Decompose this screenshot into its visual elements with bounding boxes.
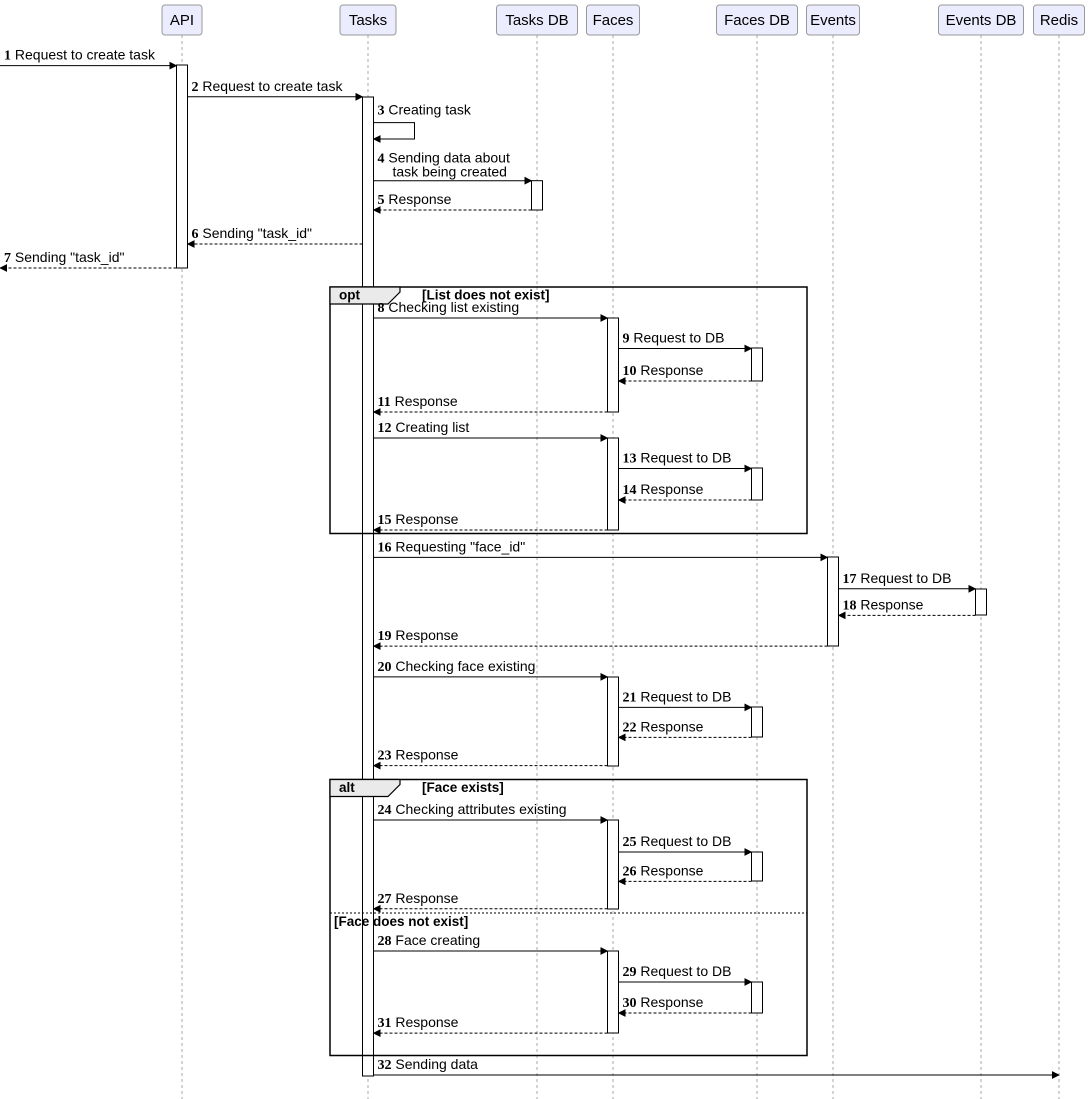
svg-text:28 Face creating: 28 Face creating xyxy=(378,932,481,949)
svg-text:API: API xyxy=(170,12,194,29)
svg-text:13 Request to DB: 13 Request to DB xyxy=(623,450,732,467)
svg-text:21 Request to DB: 21 Request to DB xyxy=(623,688,732,705)
svg-text:23 Response: 23 Response xyxy=(378,747,459,764)
svg-text:19 Response: 19 Response xyxy=(378,627,459,644)
svg-text:27 Response: 27 Response xyxy=(378,890,459,907)
svg-text:[Face exists]: [Face exists] xyxy=(422,780,504,795)
svg-text:16 Requesting "face_id": 16 Requesting "face_id" xyxy=(378,538,526,555)
svg-text:30 Response: 30 Response xyxy=(623,994,704,1011)
svg-text:11 Response: 11 Response xyxy=(378,393,458,410)
svg-text:32 Sending data: 32 Sending data xyxy=(378,1056,479,1073)
svg-text:opt: opt xyxy=(339,288,360,303)
svg-text:9 Request to DB: 9 Request to DB xyxy=(623,330,725,347)
svg-text:Redis: Redis xyxy=(1040,12,1078,29)
svg-text:20 Checking face existing: 20 Checking face existing xyxy=(378,658,536,675)
svg-text:18 Response: 18 Response xyxy=(843,596,924,613)
svg-text:2 Request to create task: 2 Request to create task xyxy=(192,78,344,95)
svg-text:Tasks: Tasks xyxy=(349,12,387,29)
svg-text:Events: Events xyxy=(810,12,856,29)
svg-text:7 Sending "task_id": 7 Sending "task_id" xyxy=(4,249,124,266)
svg-text:31 Response: 31 Response xyxy=(378,1014,459,1031)
svg-text:22 Response: 22 Response xyxy=(623,718,704,735)
svg-text:10 Response: 10 Response xyxy=(623,362,704,379)
svg-text:15 Response: 15 Response xyxy=(378,511,459,528)
svg-text:14 Response: 14 Response xyxy=(623,481,704,498)
svg-text:29 Request to DB: 29 Request to DB xyxy=(623,963,732,980)
svg-text:Faces: Faces xyxy=(593,12,634,29)
svg-text:24 Checking attributes existin: 24 Checking attributes existing xyxy=(378,801,567,818)
svg-text:8 Checking list existing: 8 Checking list existing xyxy=(378,299,520,316)
svg-text:1 Request to create task: 1 Request to create task xyxy=(4,47,156,64)
svg-text:17 Request to DB: 17 Request to DB xyxy=(843,570,952,587)
svg-text:26 Response: 26 Response xyxy=(623,862,704,879)
svg-text:25 Request to DB: 25 Request to DB xyxy=(623,833,732,850)
svg-text:Tasks DB: Tasks DB xyxy=(505,12,568,29)
svg-text:alt: alt xyxy=(339,780,355,795)
svg-text:5 Response: 5 Response xyxy=(378,191,452,208)
svg-text:Faces DB: Faces DB xyxy=(724,12,790,29)
svg-text:Events DB: Events DB xyxy=(946,12,1017,29)
svg-text:task being created: task being created xyxy=(393,163,507,179)
svg-text:3 Creating task: 3 Creating task xyxy=(378,102,472,119)
svg-text:6 Sending "task_id": 6 Sending "task_id" xyxy=(192,225,312,242)
svg-text:[Face does not exist]: [Face does not exist] xyxy=(334,914,468,929)
svg-text:12 Creating list: 12 Creating list xyxy=(378,419,470,436)
